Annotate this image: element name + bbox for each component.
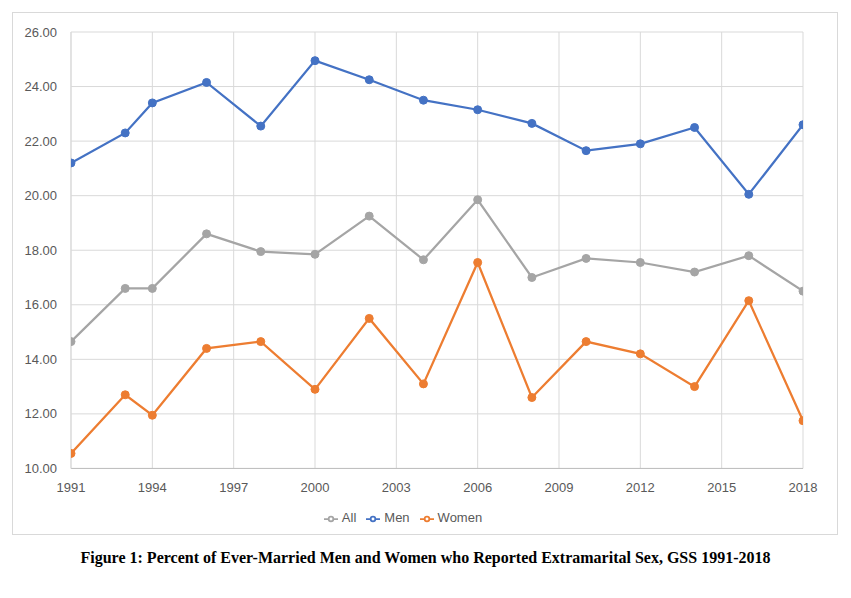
svg-text:1994: 1994 xyxy=(138,480,167,495)
html-text:Men: Men xyxy=(384,510,410,526)
svg-text:12.00: 12.00 xyxy=(24,406,57,421)
svg-text:2009: 2009 xyxy=(545,480,574,495)
svg-text:16.00: 16.00 xyxy=(24,297,57,312)
svg-text:22.00: 22.00 xyxy=(24,134,57,149)
svg-text:2003: 2003 xyxy=(382,480,411,495)
svg-text:24.00: 24.00 xyxy=(24,79,57,94)
svg-text:20.00: 20.00 xyxy=(24,188,57,203)
html-text:Figure 1: Percent of Ever-Marr: Figure 1: Percent of Ever-Married Men an… xyxy=(80,549,771,566)
html-text:All: All xyxy=(341,510,357,526)
svg-text:10.00: 10.00 xyxy=(24,461,57,476)
svg-text:2000: 2000 xyxy=(301,480,330,495)
svg-text:2006: 2006 xyxy=(463,480,492,495)
html-text:Women: Women xyxy=(437,510,483,526)
svg-text:2015: 2015 xyxy=(707,480,736,495)
svg-text:26.00: 26.00 xyxy=(24,25,57,40)
svg-text:14.00: 14.00 xyxy=(24,352,57,367)
svg-text:2012: 2012 xyxy=(626,480,655,495)
svg-text:2018: 2018 xyxy=(789,480,818,495)
svg-text:18.00: 18.00 xyxy=(24,243,57,258)
svg-text:1997: 1997 xyxy=(219,480,248,495)
svg-text:1991: 1991 xyxy=(57,480,86,495)
